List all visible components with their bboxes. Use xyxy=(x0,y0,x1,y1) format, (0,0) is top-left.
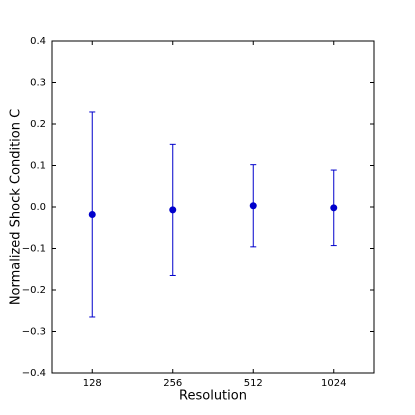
y-tick-label: −0.3 xyxy=(22,327,46,338)
y-axis-label: Normalized Shock Condition C xyxy=(9,109,24,305)
x-tick-label: 1024 xyxy=(321,378,346,389)
y-tick-label: 0.0 xyxy=(30,202,46,213)
x-tick-label: 128 xyxy=(83,378,102,389)
x-tick-label: 256 xyxy=(163,378,182,389)
point xyxy=(88,210,96,218)
y-tick-label: 0.2 xyxy=(30,119,46,130)
point xyxy=(169,206,177,214)
y-tick-label: −0.4 xyxy=(22,368,46,379)
x-tick-label: 512 xyxy=(244,378,263,389)
x-axis-label: Resolution xyxy=(179,389,247,404)
y-tick-label: 0.1 xyxy=(30,161,46,172)
y-tick-label: −0.2 xyxy=(22,285,46,296)
point xyxy=(249,202,257,210)
y-tick-label: 0.4 xyxy=(30,36,46,47)
y-tick-label: 0.3 xyxy=(30,78,46,89)
point xyxy=(330,204,338,212)
plot-frame xyxy=(51,40,375,374)
y-tick-label: −0.1 xyxy=(22,244,46,255)
